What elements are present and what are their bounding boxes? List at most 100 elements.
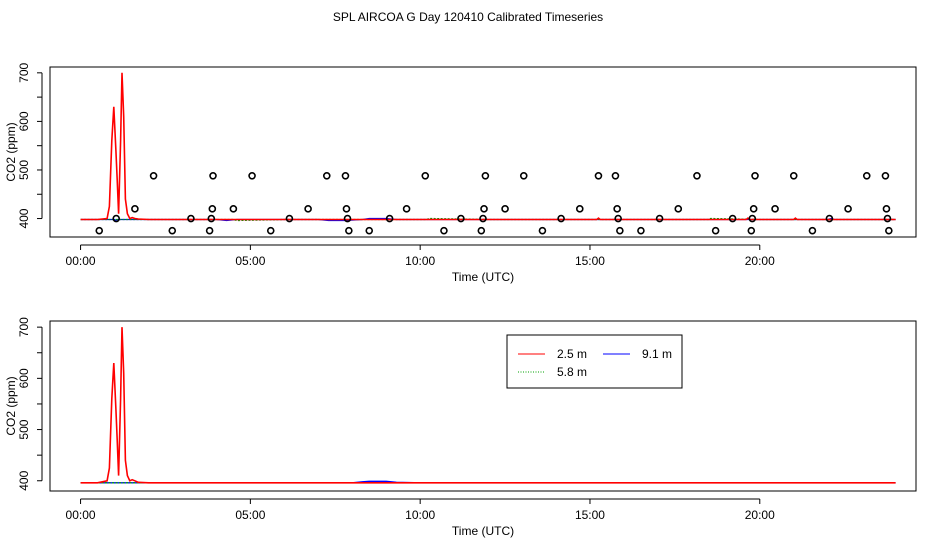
calibration-point bbox=[557, 214, 565, 223]
calibration-point bbox=[637, 226, 645, 235]
calibration-point bbox=[594, 172, 603, 180]
calibration-point bbox=[614, 214, 622, 223]
calibration-point bbox=[322, 172, 331, 180]
calibration-point bbox=[95, 226, 104, 235]
calibration-point bbox=[789, 172, 798, 180]
calibration-point bbox=[205, 226, 214, 235]
calibration-point bbox=[112, 214, 121, 223]
calibration-point bbox=[747, 226, 756, 235]
calibration-point bbox=[808, 226, 817, 235]
legend-label-2-5m: 2.5 m bbox=[557, 347, 587, 361]
bottom-y-axis: 400 500 600 700 bbox=[17, 317, 43, 491]
calibration-point bbox=[131, 205, 139, 213]
calibration-point bbox=[477, 226, 486, 235]
calibration-point bbox=[751, 172, 759, 180]
top-x-tick-label: 00:00 bbox=[66, 254, 96, 268]
calibration-point bbox=[501, 205, 509, 213]
calibration-point bbox=[342, 205, 351, 213]
bottom-y-tick-label: 700 bbox=[17, 317, 31, 337]
calibration-point bbox=[421, 172, 430, 180]
calibration-point bbox=[844, 205, 852, 213]
bottom-plot-frame bbox=[49, 320, 917, 492]
calibration-point bbox=[575, 205, 584, 213]
calibration-point bbox=[519, 172, 528, 180]
bottom-x-tick-label: 15:00 bbox=[575, 508, 605, 522]
calibration-point bbox=[862, 172, 871, 180]
bottom-x-axis: 00:00 05:00 10:00 15:00 20:00 bbox=[66, 498, 775, 522]
calibration-point bbox=[825, 214, 834, 223]
bottom-panel: 400 500 600 700 00:00 05:00 10:00 15:00 20:00 T… bbox=[4, 317, 917, 538]
top-points-group bbox=[95, 172, 893, 235]
calibration-point bbox=[402, 205, 411, 213]
calibration-point bbox=[304, 205, 312, 213]
calibration-point bbox=[207, 214, 216, 223]
calibration-point bbox=[457, 214, 465, 223]
bottom-y-tick-label: 400 bbox=[17, 470, 31, 490]
calibration-point bbox=[248, 172, 256, 180]
top-x-tick-label: 05:00 bbox=[235, 254, 265, 268]
top-y-tick-label: 700 bbox=[17, 62, 31, 82]
bottom-y-label: CO2 (ppm) bbox=[4, 376, 18, 435]
calibration-point bbox=[655, 214, 664, 223]
calibration-point bbox=[749, 205, 758, 213]
legend-box bbox=[506, 334, 683, 389]
top-y-label: CO2 (ppm) bbox=[4, 122, 18, 181]
top-x-tick-label: 15:00 bbox=[575, 254, 605, 268]
calibration-point bbox=[149, 172, 158, 180]
calibration-point bbox=[480, 205, 488, 213]
calibration-point bbox=[345, 226, 353, 235]
calibration-point bbox=[385, 214, 394, 223]
calibration-point bbox=[481, 172, 490, 180]
bottom-y-tick-label: 500 bbox=[17, 419, 31, 439]
calibration-point bbox=[611, 172, 620, 180]
calibration-point bbox=[479, 214, 487, 223]
calibration-point bbox=[693, 172, 701, 180]
calibration-point bbox=[674, 205, 683, 213]
legend: 2.5 m 5.8 m 9.1 m bbox=[506, 334, 683, 389]
calibration-point bbox=[266, 226, 275, 235]
top-y-tick-label: 400 bbox=[17, 208, 31, 228]
calibration-point bbox=[229, 205, 238, 213]
bottom-y-tick-label: 600 bbox=[17, 368, 31, 388]
calibration-point bbox=[440, 226, 448, 235]
legend-label-9-1m: 9.1 m bbox=[642, 347, 672, 361]
bottom-x-tick-label: 20:00 bbox=[745, 508, 775, 522]
calibration-point bbox=[881, 172, 890, 180]
calibration-point bbox=[208, 205, 217, 213]
calibration-point bbox=[341, 172, 350, 180]
legend-label-5-8m: 5.8 m bbox=[557, 365, 587, 379]
calibration-point bbox=[771, 205, 779, 213]
calibration-point bbox=[616, 226, 624, 235]
calibration-point bbox=[728, 214, 737, 223]
page-title: SPL AIRCOA G Day 120410 Calibrated Times… bbox=[332, 10, 604, 24]
top-plot-frame bbox=[49, 66, 917, 238]
bottom-x-tick-label: 05:00 bbox=[235, 508, 265, 522]
top-series-group bbox=[80, 72, 896, 222]
bottom-x-tick-label: 10:00 bbox=[405, 508, 435, 522]
top-y-tick-label: 600 bbox=[17, 111, 31, 131]
calibration-point bbox=[748, 214, 757, 223]
calibration-point bbox=[187, 214, 195, 223]
top-y-axis: 400 500 600 700 bbox=[17, 62, 43, 229]
calibration-point bbox=[343, 214, 352, 223]
calibration-point bbox=[613, 205, 621, 213]
top-x-tick-label: 10:00 bbox=[405, 254, 435, 268]
calibration-point bbox=[538, 226, 547, 235]
calibration-point bbox=[711, 226, 720, 235]
calibration-point bbox=[882, 205, 891, 213]
top-x-label: Time (UTC) bbox=[452, 270, 514, 284]
calibration-point bbox=[365, 226, 374, 235]
calibration-point bbox=[885, 226, 893, 235]
bottom-x-label: Time (UTC) bbox=[452, 524, 514, 538]
bottom-series-2-5-m bbox=[80, 327, 896, 484]
top-series-2-5-m bbox=[80, 72, 896, 221]
top-y-tick-label: 500 bbox=[17, 160, 31, 180]
top-x-tick-label: 20:00 bbox=[745, 254, 775, 268]
bottom-x-tick-label: 00:00 bbox=[66, 508, 96, 522]
bottom-series-group bbox=[80, 327, 896, 484]
calibration-point bbox=[883, 214, 892, 223]
calibration-point bbox=[285, 214, 294, 223]
calibration-point bbox=[209, 172, 217, 180]
top-x-axis: 00:00 05:00 10:00 15:00 20:00 bbox=[66, 244, 775, 268]
